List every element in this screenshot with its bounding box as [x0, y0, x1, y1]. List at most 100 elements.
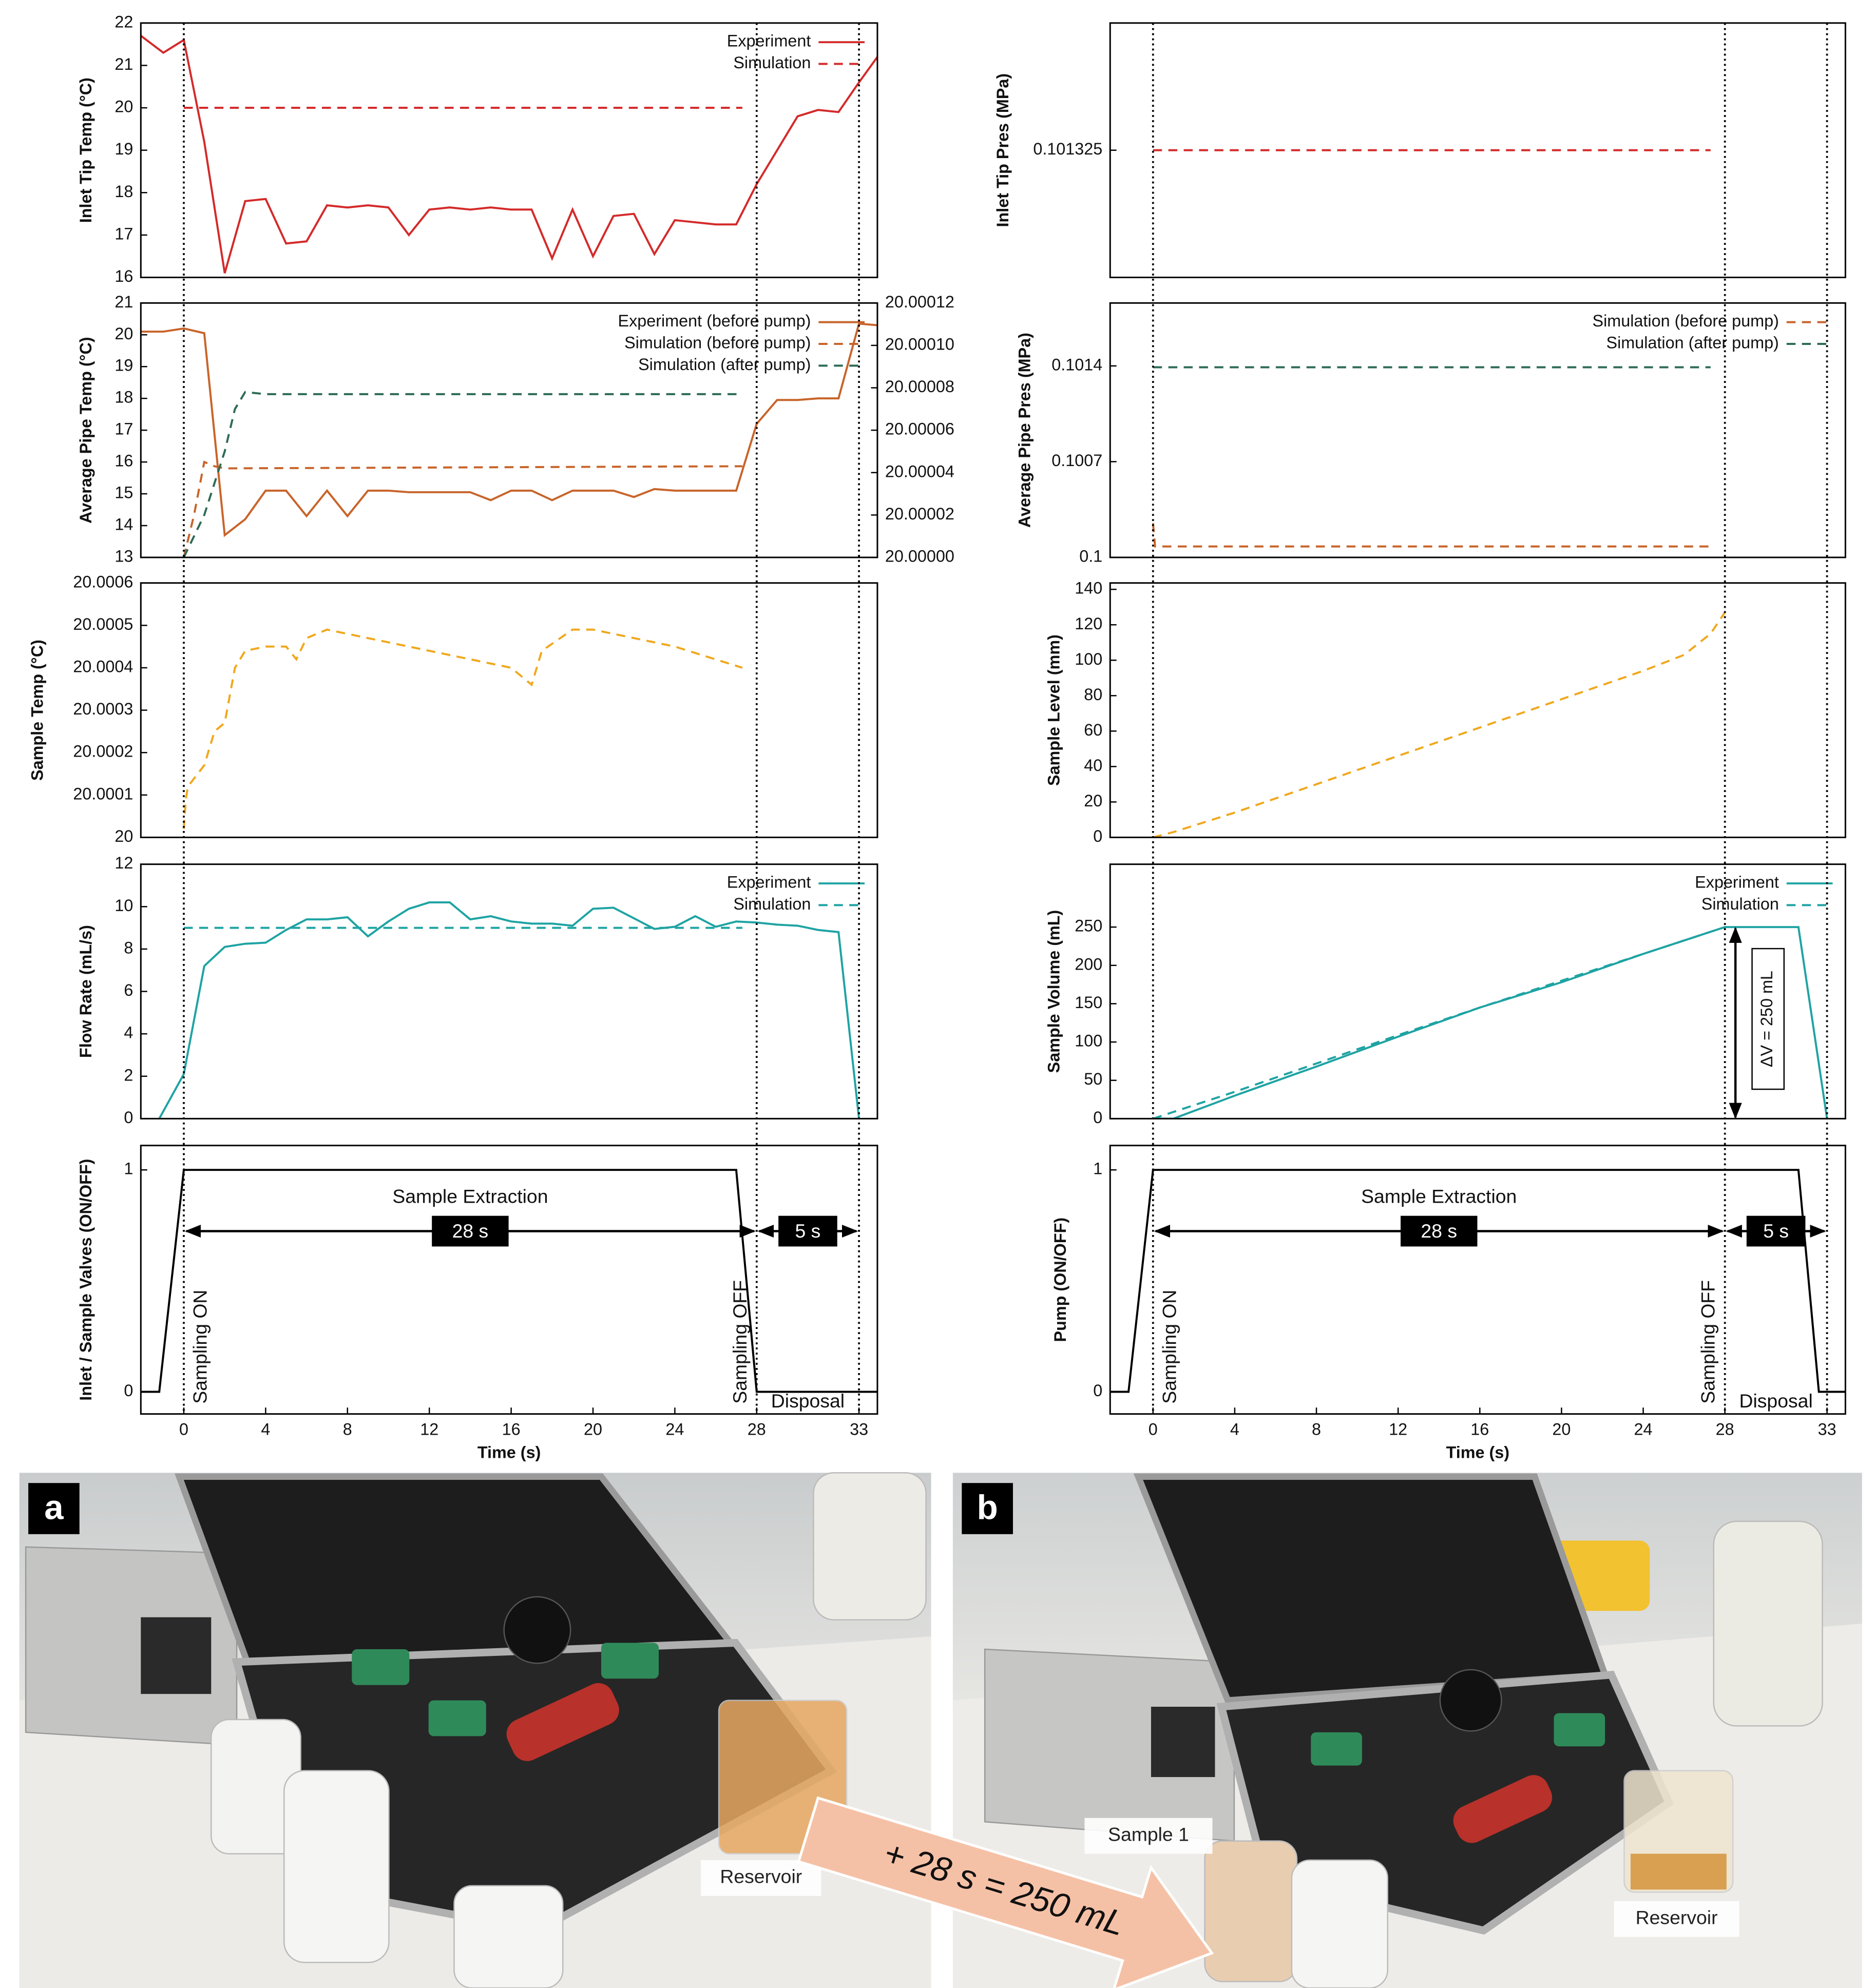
y-tick-label: 100	[1075, 1032, 1102, 1050]
pump	[1453, 1775, 1553, 1843]
y2-tick-label: 20.00000	[885, 547, 954, 565]
plot-area	[1153, 611, 1726, 838]
plot-frame	[1109, 863, 1846, 1120]
y-tick-label: 0	[1093, 1381, 1102, 1400]
series-line	[1153, 611, 1726, 838]
y-tick-label: 16	[114, 267, 133, 285]
plot-area	[141, 35, 877, 274]
series-line	[1110, 1169, 1846, 1393]
plot-frame	[140, 1145, 878, 1415]
y-tick-label: 8	[124, 938, 133, 957]
reservoir-bottle	[1713, 1520, 1823, 1727]
y-tick-label: 20.0005	[73, 615, 133, 633]
plot-area	[1110, 1169, 1846, 1393]
y-tick-label: 18	[114, 388, 133, 407]
display	[1151, 1707, 1215, 1778]
x-tick-label: 12	[420, 1420, 438, 1439]
y-axis-label: Pump (ON/OFF)	[1051, 1218, 1069, 1342]
y-tick-label: 0	[124, 1381, 133, 1400]
y-tick-label: 120	[1075, 614, 1102, 633]
y-tick-label: 21	[114, 293, 133, 311]
series-line	[183, 391, 742, 557]
series-line	[1152, 523, 1711, 548]
duration-box	[1746, 1215, 1806, 1247]
display	[141, 1617, 212, 1694]
x-tick-label: 8	[1312, 1420, 1321, 1439]
motor	[1439, 1669, 1502, 1732]
y-tick-label: 20	[114, 827, 133, 845]
x-axis-label: Time (s)	[477, 1443, 541, 1461]
annotation: 28 s	[1421, 1220, 1457, 1242]
caption: Reservoir	[1636, 1906, 1718, 1928]
y-tick-label: 2	[124, 1066, 133, 1084]
plot-area	[141, 322, 877, 557]
plot-area	[158, 901, 860, 1119]
annotation: Sampling ON	[189, 1290, 211, 1404]
y-tick-label: 20.0001	[73, 784, 133, 803]
annotation: 5 s	[795, 1220, 821, 1242]
x-tick-label: 4	[1230, 1420, 1239, 1439]
duration-box	[1401, 1215, 1478, 1247]
plot-area	[141, 1169, 877, 1393]
plot-frame	[140, 582, 878, 838]
legend-label: Simulation (before pump)	[1593, 312, 1779, 330]
legend-label: Simulation	[733, 53, 811, 72]
valve	[601, 1643, 659, 1679]
annotation: 5 s	[1763, 1220, 1789, 1242]
beaker-liquid	[1630, 1854, 1727, 1890]
y-tick-label: 20	[114, 98, 133, 116]
y2-tick-label: 20.00008	[885, 377, 954, 396]
x-tick-label: 16	[1470, 1420, 1489, 1439]
plot-frame	[1109, 302, 1846, 558]
y-axis-label: Average Pipe Pres (MPa)	[1015, 333, 1034, 528]
y-tick-label: 17	[114, 420, 133, 438]
y-tick-label: 0.1	[1079, 547, 1102, 565]
bottle	[453, 1885, 564, 1988]
legend-label: Simulation	[1701, 895, 1779, 913]
duration-box	[778, 1215, 837, 1247]
series-line	[183, 628, 743, 829]
x-tick-label: 20	[584, 1420, 602, 1439]
y-tick-label: 19	[114, 356, 133, 375]
plot-area	[183, 628, 743, 829]
plot-frame	[1109, 1145, 1846, 1415]
y-axis-label: Flow Rate (mL/s)	[76, 925, 95, 1058]
panel-label-box	[28, 1483, 80, 1534]
annotation: Disposal	[771, 1390, 845, 1412]
y-axis-label: Sample Temp (°C)	[28, 640, 47, 781]
y-tick-label: 19	[114, 140, 133, 158]
annotation-box	[1751, 948, 1785, 1090]
caption-box	[1614, 1901, 1739, 1937]
y-tick-label: 1	[1093, 1160, 1102, 1178]
bottle	[1291, 1859, 1388, 1988]
y-tick-label: 1	[124, 1160, 133, 1178]
y-axis-label: Sample Volume (mL)	[1045, 910, 1063, 1073]
series-line	[1153, 926, 1828, 1119]
series-line	[158, 901, 860, 1119]
legend-label: Simulation	[733, 895, 811, 913]
x-tick-label: 33	[1818, 1420, 1836, 1439]
photo-a: a Reservoir	[19, 1472, 931, 1988]
y-tick-label: 100	[1075, 650, 1102, 668]
x-tick-label: 28	[748, 1420, 766, 1439]
y-tick-label: 0.1014	[1051, 355, 1102, 374]
y-axis-label: Sample Level (mm)	[1045, 634, 1063, 786]
x-tick-label: 0	[179, 1420, 188, 1439]
annotation: Sample Extraction	[392, 1186, 548, 1207]
annotation: Sample Extraction	[1361, 1186, 1517, 1207]
legend-label: Simulation (before pump)	[624, 334, 811, 352]
y-tick-label: 0	[124, 1108, 133, 1127]
sample-bottle	[1204, 1840, 1298, 1982]
caption: Reservoir	[720, 1866, 802, 1887]
x-tick-label: 12	[1389, 1420, 1407, 1439]
y-tick-label: 20.0004	[73, 658, 133, 676]
y-tick-label: 21	[114, 55, 133, 73]
y-tick-label: 0	[1093, 1108, 1102, 1127]
duration-box	[432, 1215, 509, 1247]
y-tick-label: 13	[114, 547, 133, 565]
x-tick-label: 24	[1634, 1420, 1653, 1439]
y-tick-label: 200	[1075, 955, 1102, 973]
reservoir-bottle	[813, 1472, 927, 1620]
legend-label: Experiment (before pump)	[618, 312, 811, 330]
